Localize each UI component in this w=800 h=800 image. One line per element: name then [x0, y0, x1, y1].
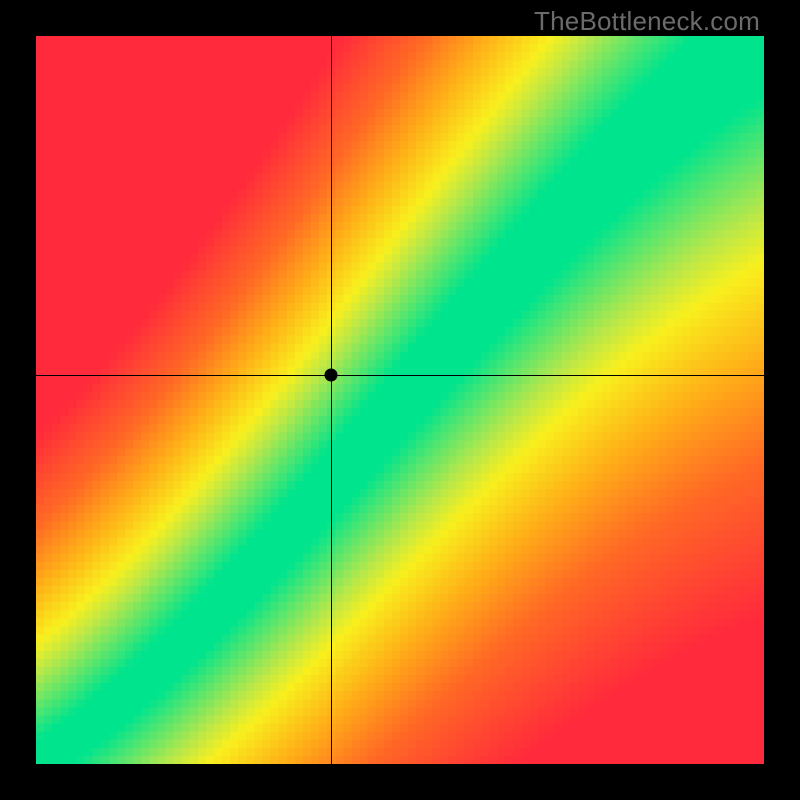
- crosshair-horizontal: [36, 375, 764, 376]
- heatmap-canvas: [36, 36, 764, 764]
- watermark-text: TheBottleneck.com: [534, 6, 760, 37]
- plot-area: [36, 36, 764, 764]
- chart-frame: TheBottleneck.com: [0, 0, 800, 800]
- data-point-marker: [324, 368, 337, 381]
- crosshair-vertical: [331, 36, 332, 764]
